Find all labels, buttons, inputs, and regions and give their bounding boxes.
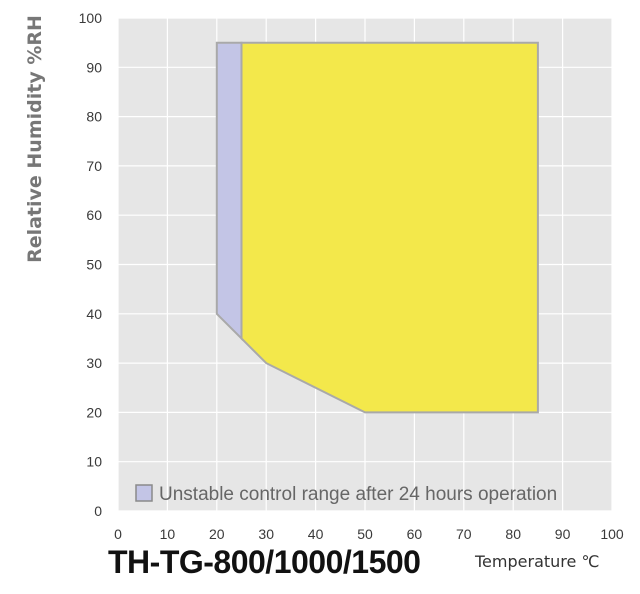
y-tick-label-0: 0 <box>94 503 102 519</box>
y-tick-label-4: 40 <box>86 306 102 322</box>
x-tick-label-3: 30 <box>258 526 274 542</box>
model-title: TH-TG-800/1000/1500 <box>108 544 421 580</box>
y-tick-label-10: 100 <box>79 10 103 26</box>
y-tick-label-9: 90 <box>86 59 102 75</box>
x-tick-label-7: 70 <box>456 526 472 542</box>
x-axis-label: Temperature ℃ <box>475 552 600 571</box>
y-tick-label-7: 70 <box>86 158 102 174</box>
y-tick-label-6: 60 <box>86 207 102 223</box>
x-tick-label-8: 80 <box>505 526 521 542</box>
x-tick-label-4: 40 <box>308 526 324 542</box>
x-tick-labels: 0 10 20 30 40 50 60 70 80 90 100 <box>114 526 624 542</box>
x-tick-label-1: 10 <box>160 526 176 542</box>
areas <box>215 41 539 414</box>
y-tick-label-1: 10 <box>86 454 102 470</box>
y-tick-label-5: 50 <box>86 257 102 273</box>
x-tick-label-10: 100 <box>600 526 624 542</box>
control-range-area <box>240 41 539 414</box>
legend-swatch <box>135 484 153 502</box>
x-tick-label-2: 20 <box>209 526 225 542</box>
x-tick-label-5: 50 <box>357 526 373 542</box>
x-tick-label-0: 0 <box>114 526 122 542</box>
y-tick-labels: 0 10 20 30 40 50 60 70 80 90 100 <box>79 10 103 519</box>
y-axis-label: Relative Humidity %RH <box>24 15 46 263</box>
y-tick-label-3: 30 <box>86 355 102 371</box>
y-tick-label-2: 20 <box>86 404 102 420</box>
x-tick-label-6: 60 <box>407 526 423 542</box>
legend: Unstable control range after 24 hours op… <box>135 484 557 505</box>
unstable-range-area <box>215 41 243 341</box>
legend-label: Unstable control range after 24 hours op… <box>159 484 557 505</box>
x-tick-label-9: 90 <box>555 526 571 542</box>
y-tick-label-8: 80 <box>86 109 102 125</box>
